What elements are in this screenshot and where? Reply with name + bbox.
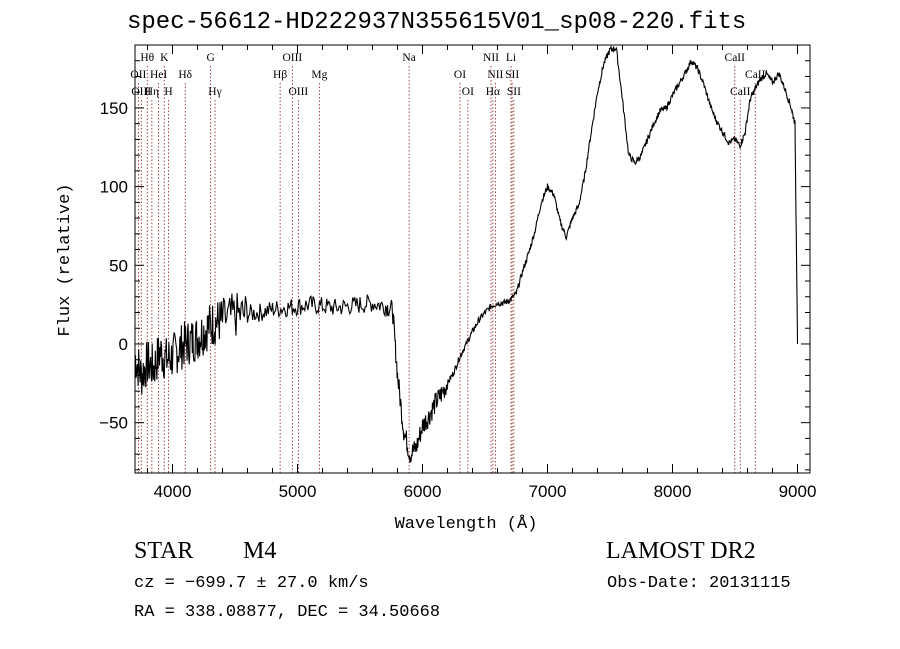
object-type: STAR <box>134 538 194 564</box>
line-marker-label: OII <box>130 69 146 81</box>
y-tick-label: 100 <box>100 178 128 197</box>
line-marker-label: OIII <box>282 52 302 64</box>
line-marker-label: Na <box>402 52 415 64</box>
line-marker-label: CaII <box>725 52 746 64</box>
line-marker-label: Hη <box>145 86 159 98</box>
spectrum-title: spec-56612-HD222937N355615V01_sp08-220.f… <box>127 9 747 36</box>
coordinates: RA = 338.08877, DEC = 34.50668 <box>134 603 441 622</box>
line-markers <box>137 66 756 473</box>
line-marker-label: HeI <box>150 69 167 81</box>
line-marker-label: Mg <box>311 69 327 81</box>
x-tick-label: 4000 <box>154 482 192 501</box>
line-marker-label: NII <box>487 69 503 81</box>
line-marker-label: NII <box>483 52 499 64</box>
object-subclass: M4 <box>243 538 277 564</box>
x-axis: 4000 5000 6000 7000 8000 9000 <box>147 45 817 501</box>
x-axis-label: Wavelength (Å) <box>395 515 538 534</box>
line-marker-label: Hγ <box>208 86 221 98</box>
line-marker-label: OI <box>454 69 466 81</box>
y-tick-label: −50 <box>99 414 128 433</box>
line-marker-label: G <box>206 52 214 64</box>
x-tick-label: 5000 <box>279 482 317 501</box>
line-marker-label: SII <box>505 69 519 81</box>
observation-date: Obs-Date: 20131115 <box>607 574 791 593</box>
survey-name: LAMOST DR2 <box>606 538 756 564</box>
line-marker-label: Hδ <box>178 69 192 81</box>
x-tick-label: 6000 <box>404 482 442 501</box>
line-marker-label: OIII <box>288 86 308 98</box>
line-marker-label: OI <box>462 86 474 98</box>
y-axis-label: Flux (relative) <box>56 183 75 336</box>
line-marker-label: Hβ <box>273 69 287 81</box>
x-tick-label: 7000 <box>529 482 567 501</box>
line-marker-label: H <box>164 86 172 98</box>
y-tick-label: 0 <box>119 335 128 354</box>
line-marker-label: SII <box>507 86 521 98</box>
y-tick-label: 50 <box>109 256 128 275</box>
line-marker-label: CaII <box>730 86 751 98</box>
line-marker-label: Li <box>506 52 516 64</box>
y-tick-label: 150 <box>100 99 128 118</box>
line-marker-label: K <box>160 52 169 64</box>
spectrum-line <box>134 44 799 463</box>
redshift-velocity: cz = −699.7 ± 27.0 km/s <box>134 574 369 593</box>
line-marker-label: Hθ <box>140 52 154 64</box>
plot-frame <box>134 44 811 474</box>
line-marker-label: Hα <box>486 86 500 98</box>
x-tick-label: 8000 <box>654 482 692 501</box>
y-axis: −50 0 50 100 150 <box>99 60 810 471</box>
x-tick-label: 9000 <box>779 482 817 501</box>
line-marker-label: OIII <box>131 86 151 98</box>
